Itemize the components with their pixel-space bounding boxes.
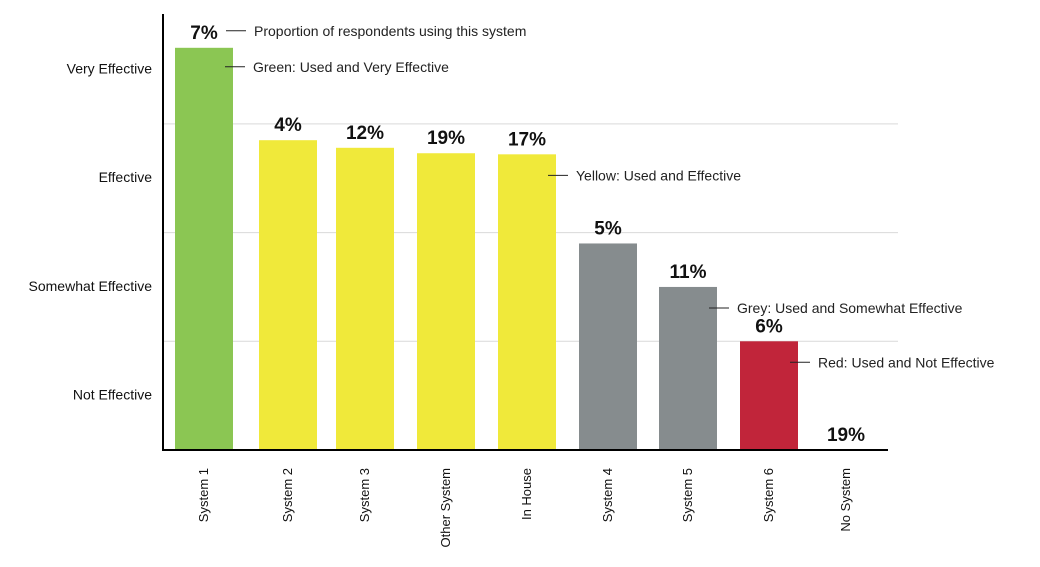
annotations: Proportion of respondents using this sys… [225, 23, 995, 370]
x-tick-label-4: In House [519, 468, 534, 520]
annotation-text-2: Yellow: Used and Effective [576, 167, 741, 183]
axes [162, 14, 888, 451]
usage-label-5: 5% [594, 218, 622, 239]
x-tick-labels: System 1 System 2 System 3 Other System In H… [196, 468, 853, 547]
x-tick-label-1: System 2 [280, 468, 295, 522]
bar-system-1 [175, 47, 233, 451]
bar-system-3 [336, 147, 394, 450]
usage-label-8: 19% [827, 425, 865, 446]
bars [175, 47, 798, 451]
x-tick-label-8: No System [838, 468, 853, 532]
bar-system-2 [259, 140, 317, 450]
annotation-text-1: Green: Used and Very Effective [253, 59, 449, 75]
bar-system-5 [659, 286, 717, 450]
annotation-text-3: Grey: Used and Somewhat Effective [737, 300, 963, 316]
usage-label-0: 7% [190, 23, 218, 44]
usage-label-4: 17% [508, 129, 546, 150]
usage-percent-labels: 7% 4% 12% 19% 17% 5% 11% 6% 19% [190, 23, 865, 446]
x-tick-label-0: System 1 [196, 468, 211, 522]
x-tick-label-3: Other System [438, 468, 453, 547]
annotation-text-0: Proportion of respondents using this sys… [254, 23, 526, 39]
x-tick-label-5: System 4 [600, 468, 615, 522]
bar-system-6 [740, 341, 798, 450]
x-tick-label-7: System 6 [761, 468, 776, 522]
usage-label-1: 4% [274, 115, 302, 136]
usage-label-7: 6% [755, 316, 783, 337]
x-tick-label-2: System 3 [357, 468, 372, 522]
usage-label-6: 11% [670, 262, 707, 283]
x-tick-label-6: System 5 [680, 468, 695, 522]
y-tick-label-0: Very Effective [67, 61, 153, 77]
usage-label-2: 12% [346, 123, 384, 144]
y-tick-label-1: Effective [99, 169, 153, 185]
bar-system-4 [579, 243, 637, 450]
y-tick-label-3: Not Effective [73, 387, 152, 403]
bar-in-house [498, 154, 556, 450]
bar-other-system [417, 153, 475, 450]
y-tick-labels: Very Effective Effective Somewhat Effectiv… [29, 61, 153, 403]
usage-label-3: 19% [427, 128, 465, 149]
y-tick-label-2: Somewhat Effective [29, 278, 153, 294]
annotation-text-4: Red: Used and Not Effective [818, 354, 995, 370]
